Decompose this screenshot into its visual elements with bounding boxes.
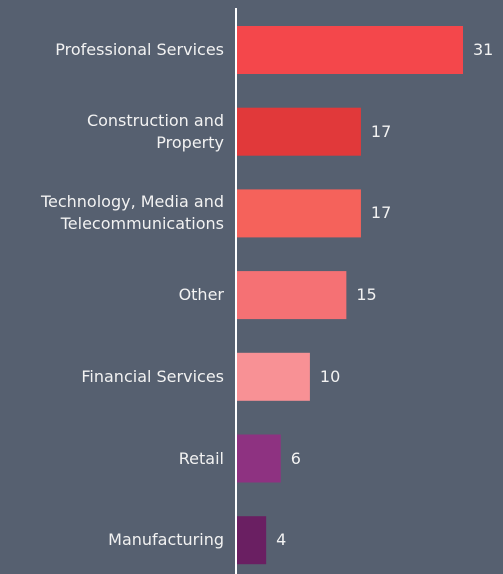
value-label: 31 bbox=[473, 40, 494, 59]
category-label: Construction and Property bbox=[86, 110, 224, 152]
bar bbox=[237, 26, 463, 74]
bar bbox=[237, 271, 347, 320]
category-label: Financial Services bbox=[81, 366, 224, 386]
category-label: Technology, Media and Telecommunications bbox=[40, 192, 224, 234]
bar bbox=[237, 516, 267, 565]
value-label: 15 bbox=[356, 285, 377, 305]
category-label: Manufacturing bbox=[108, 530, 224, 550]
category-label: Retail bbox=[178, 448, 224, 468]
bar bbox=[237, 189, 361, 238]
category-label: Other bbox=[178, 285, 224, 305]
value-label: 10 bbox=[319, 366, 341, 386]
bar bbox=[237, 434, 281, 483]
value-label: 6 bbox=[290, 448, 301, 468]
value-label: 4 bbox=[276, 530, 287, 550]
value-label: 17 bbox=[370, 121, 392, 141]
bar bbox=[237, 107, 361, 156]
bar bbox=[237, 352, 310, 401]
value-label: 17 bbox=[370, 203, 392, 223]
category-label: Professional Services bbox=[55, 40, 224, 59]
